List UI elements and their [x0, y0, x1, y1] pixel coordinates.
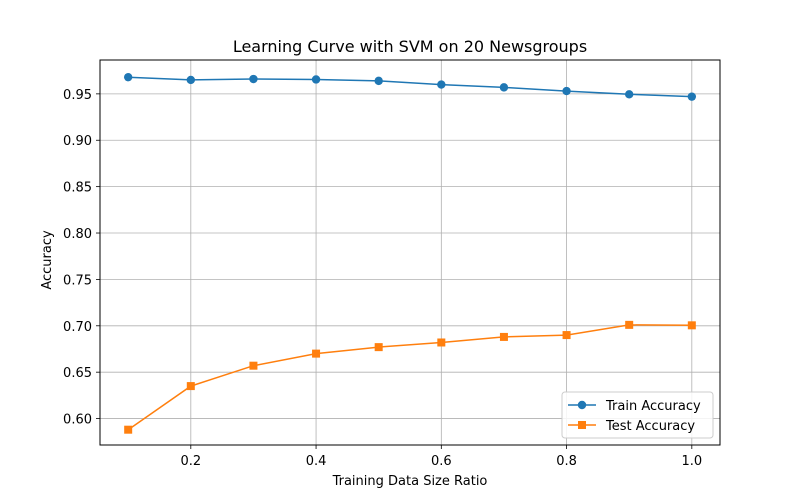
data-point	[562, 86, 571, 96]
data-point	[123, 72, 133, 82]
x-tick-label: 0.2	[180, 454, 201, 469]
data-point	[562, 331, 571, 340]
legend-marker	[578, 421, 586, 429]
y-axis-label: Accuracy	[40, 230, 55, 290]
x-tick-label: 1.0	[681, 454, 702, 469]
x-tick-label: 0.8	[556, 454, 577, 469]
data-point	[186, 382, 195, 391]
y-tick-label: 0.65	[63, 366, 92, 381]
data-point	[249, 361, 258, 370]
y-tick-label: 0.75	[63, 273, 92, 288]
legend: Train Accuracy Test Accuracy	[561, 391, 714, 439]
legend-marker	[577, 400, 587, 410]
y-tick-label: 0.90	[63, 134, 92, 149]
data-point	[624, 90, 634, 99]
legend-box	[561, 391, 714, 439]
y-tick-label: 0.60	[63, 413, 92, 428]
y-tick-label: 0.95	[63, 88, 92, 103]
data-point	[687, 92, 697, 101]
y-tick-label: 0.85	[63, 181, 92, 196]
series-line	[128, 76, 692, 98]
x-tick-label: 0.6	[431, 454, 452, 469]
data-point	[312, 349, 321, 358]
data-point	[499, 332, 508, 341]
chart-title: Learning Curve with SVM on 20 Newsgroups	[233, 37, 587, 56]
y-tick-label: 0.80	[63, 227, 92, 242]
data-point	[186, 75, 196, 85]
data-point	[311, 75, 321, 84]
x-tick-label: 0.4	[306, 454, 327, 469]
legend-label: Test Accuracy	[605, 419, 695, 434]
data-point	[499, 83, 509, 92]
data-point	[687, 321, 696, 330]
data-point	[437, 338, 446, 347]
data-point	[437, 80, 446, 89]
data-point	[374, 76, 383, 86]
series-layer	[123, 72, 697, 434]
data-point	[124, 425, 133, 434]
legend-item: Train Accuracy	[568, 399, 701, 414]
axis-ticks: 0.2 0.4 0.6 0.8 1.0 0.60 0.65 0.70 0.75 0.80 0.85 0…	[63, 88, 702, 469]
data-point	[625, 320, 634, 329]
data-point	[374, 343, 383, 352]
x-axis-label: Training Data Size Ratio	[332, 474, 488, 489]
legend-label: Train Accuracy	[605, 399, 701, 414]
plot-frame	[99, 59, 721, 446]
data-point	[249, 74, 258, 84]
series-test	[124, 320, 696, 434]
series-train	[123, 72, 697, 101]
legend-item: Test Accuracy	[568, 419, 695, 434]
series-line	[127, 324, 692, 431]
y-tick-label: 0.70	[63, 320, 92, 335]
